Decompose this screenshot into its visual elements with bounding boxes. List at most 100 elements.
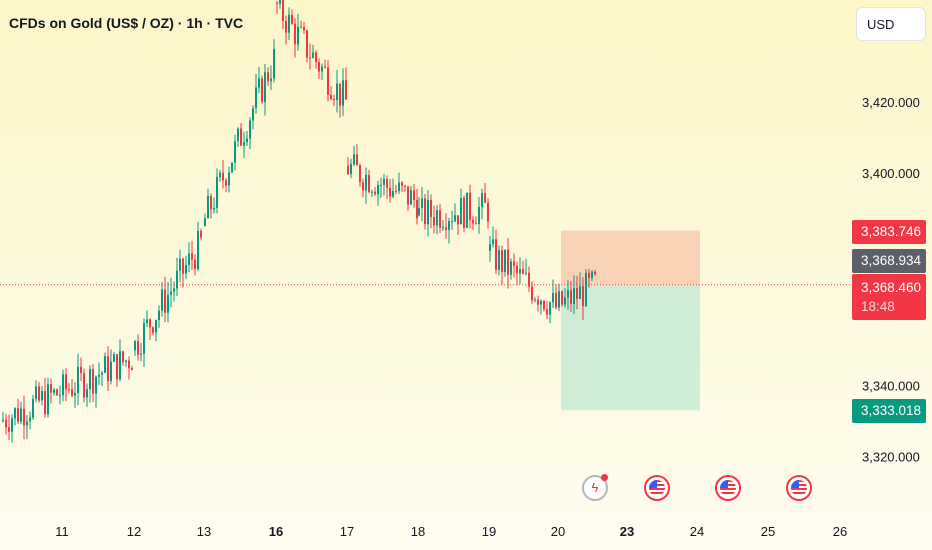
y-tick-label: 3,420.000	[862, 95, 920, 110]
candle-body	[29, 417, 31, 422]
candle-body	[140, 353, 142, 355]
candle-body	[2, 419, 4, 422]
candle-body	[149, 319, 151, 328]
candle-body	[14, 408, 16, 419]
candle-body	[50, 384, 52, 393]
candle-body	[237, 128, 239, 142]
candle-body	[152, 327, 154, 333]
candle-body	[213, 207, 215, 210]
candle-body	[510, 261, 512, 275]
candle-body	[501, 250, 503, 273]
currency-button[interactable]: USD	[856, 7, 926, 41]
candle-body	[62, 374, 64, 396]
candle-body	[421, 198, 423, 209]
candle-body	[288, 14, 290, 33]
candle-body	[356, 154, 358, 166]
candle-body	[146, 319, 148, 324]
candle-body	[585, 272, 587, 307]
candle-body	[113, 354, 115, 362]
chart-title: CFDs on Gold (US$ / OZ) · 1h · TVC	[9, 15, 244, 31]
candle-body	[389, 187, 391, 197]
candle-body	[546, 309, 548, 315]
candle-body	[362, 182, 364, 191]
candle-body	[164, 289, 166, 313]
candle-body	[475, 223, 477, 225]
candle-body	[342, 80, 344, 106]
candle-body	[207, 195, 209, 219]
candle-body	[179, 258, 181, 271]
take-profit-price-tag: 3,333.018	[852, 399, 926, 423]
candle-body	[324, 66, 326, 68]
candle-body	[44, 391, 46, 415]
candle-body	[594, 271, 596, 275]
candle-body	[155, 320, 157, 333]
candle-body	[83, 373, 85, 398]
candle-body	[439, 210, 441, 228]
stop-loss-zone	[561, 230, 700, 285]
x-tick-label: 26	[833, 524, 847, 539]
candle-body	[185, 264, 187, 274]
candle-body	[359, 165, 361, 183]
candle-body	[225, 180, 227, 186]
candle-body	[410, 190, 412, 205]
candle-body	[413, 190, 415, 200]
candle-body	[246, 138, 248, 143]
candle-body	[264, 72, 266, 102]
candle-body	[312, 52, 314, 58]
candle-body	[507, 249, 509, 275]
x-tick-label: 20	[551, 524, 565, 539]
candle-body	[365, 174, 367, 191]
candle-body	[306, 30, 308, 58]
candle-body	[38, 386, 40, 401]
candle-body	[353, 154, 355, 165]
candle-body	[588, 272, 590, 279]
us-flag-icon[interactable]	[715, 475, 741, 501]
candle-body	[182, 258, 184, 274]
candle-body	[327, 67, 329, 95]
candle-body	[371, 191, 373, 193]
candle-body	[347, 165, 349, 175]
candle-body	[252, 108, 254, 121]
x-tick-label: 13	[197, 524, 211, 539]
candle-body	[285, 20, 287, 33]
candle-body	[318, 61, 320, 72]
candle-body	[540, 300, 542, 305]
candle-body	[404, 185, 406, 187]
bolt-icon[interactable]: ϟ	[582, 474, 608, 501]
candle-body	[498, 250, 500, 270]
candle-body	[200, 231, 202, 238]
y-tick-label: 3,340.000	[862, 379, 920, 394]
candle-body	[131, 368, 133, 371]
candle-body	[442, 227, 444, 229]
candle-body	[282, 0, 284, 21]
candle-body	[167, 294, 169, 313]
us-flag-icon[interactable]	[644, 475, 670, 501]
x-tick-label: 18	[411, 524, 425, 539]
candle-body	[26, 421, 28, 426]
candle-body	[65, 374, 67, 390]
candle-body	[23, 408, 25, 426]
candle-body	[513, 261, 515, 266]
candle-body	[380, 184, 382, 186]
candle-body	[433, 217, 435, 226]
candle-body	[47, 384, 49, 415]
candle-body	[243, 142, 245, 146]
candle-body	[460, 197, 462, 225]
candle-body	[427, 199, 429, 225]
candle-body	[161, 289, 163, 311]
candle-body	[258, 78, 260, 88]
candle-body	[107, 356, 109, 382]
candle-body	[392, 190, 394, 197]
candle-body	[472, 219, 474, 224]
us-flag-icon[interactable]	[786, 475, 812, 501]
candle-body	[204, 218, 206, 227]
candle-body	[279, 0, 281, 4]
x-tick-label: 19	[482, 524, 496, 539]
candle-body	[119, 351, 121, 380]
candle-body	[56, 389, 58, 396]
candle-body	[383, 178, 385, 185]
candle-body	[294, 23, 296, 45]
candle-body	[495, 239, 497, 270]
